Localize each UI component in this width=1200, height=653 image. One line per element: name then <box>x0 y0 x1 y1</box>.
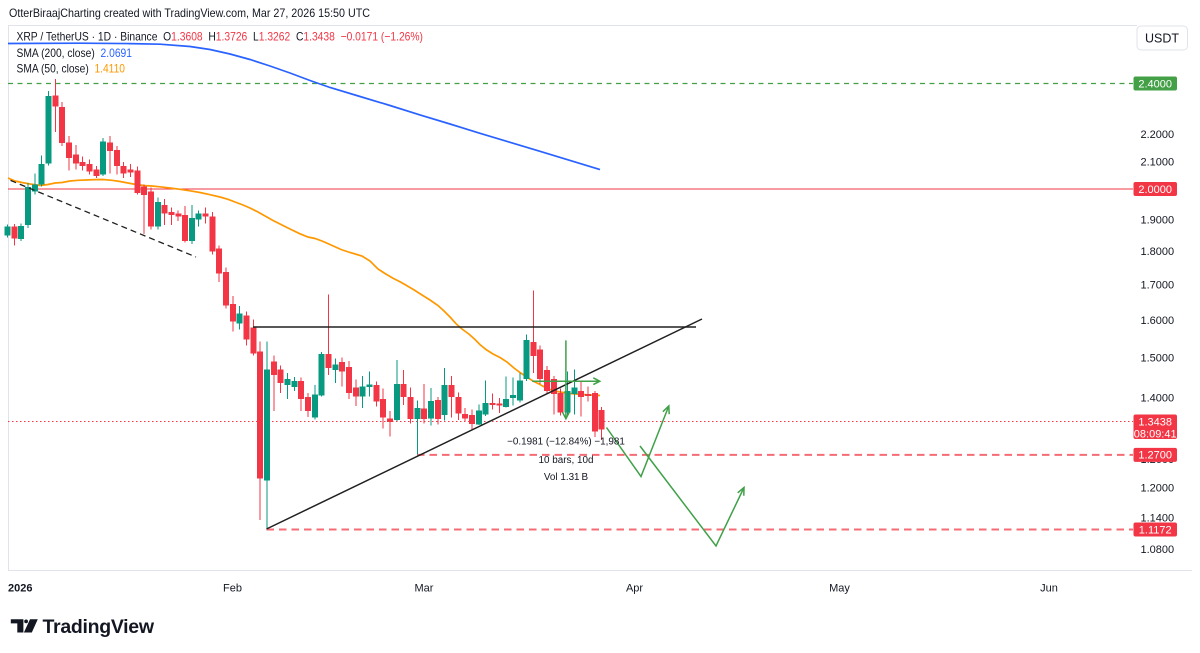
svg-text:1.1172: 1.1172 <box>1139 524 1172 536</box>
svg-text:OtterBiraajCharting created wi: OtterBiraajCharting created with Trading… <box>9 6 370 20</box>
svg-text:2.0000: 2.0000 <box>1138 184 1172 196</box>
svg-text:1.7000: 1.7000 <box>1141 279 1175 291</box>
svg-text:1.3438: 1.3438 <box>1138 416 1172 428</box>
svg-text:1.5000: 1.5000 <box>1141 353 1175 365</box>
svg-text:1.4000: 1.4000 <box>1141 393 1175 405</box>
svg-text:1.9000: 1.9000 <box>1141 215 1175 227</box>
svg-text:1.6000: 1.6000 <box>1141 315 1175 327</box>
svg-text:−0.1981 (−12.84%) −1,981: −0.1981 (−12.84%) −1,981 <box>507 436 625 447</box>
svg-text:Vol 1.31 B: Vol 1.31 B <box>544 472 589 483</box>
svg-text:10 bars, 10d: 10 bars, 10d <box>539 455 594 466</box>
svg-text:1.0800: 1.0800 <box>1141 544 1175 556</box>
svg-text:1.2700: 1.2700 <box>1138 450 1172 462</box>
svg-text:TradingView: TradingView <box>43 616 155 638</box>
svg-text:Mar: Mar <box>415 583 434 595</box>
svg-text:2026: 2026 <box>8 583 32 595</box>
svg-text:Feb: Feb <box>223 583 242 595</box>
svg-text:Jun: Jun <box>1040 583 1058 595</box>
svg-text:Apr: Apr <box>626 583 643 595</box>
svg-text:08:09:41: 08:09:41 <box>1134 428 1177 440</box>
svg-text:May: May <box>829 583 850 595</box>
svg-text:1.2000: 1.2000 <box>1141 483 1175 495</box>
svg-text:1.1400: 1.1400 <box>1141 513 1175 525</box>
svg-text:2.1000: 2.1000 <box>1141 156 1175 168</box>
svg-text:2.2000: 2.2000 <box>1141 129 1175 141</box>
svg-text:SMA (50, close) 1.4110: SMA (50, close) 1.4110 <box>17 62 126 76</box>
svg-text:2.4000: 2.4000 <box>1138 78 1172 90</box>
svg-text:SMA (200, close) 2.0691: SMA (200, close) 2.0691 <box>17 46 133 60</box>
svg-text:1.8000: 1.8000 <box>1141 246 1175 258</box>
svg-text:XRP / TetherUS · 1D · Binance: XRP / TetherUS · 1D · Binance O1.3608 H1… <box>17 30 424 44</box>
svg-text:USDT: USDT <box>1145 32 1179 46</box>
